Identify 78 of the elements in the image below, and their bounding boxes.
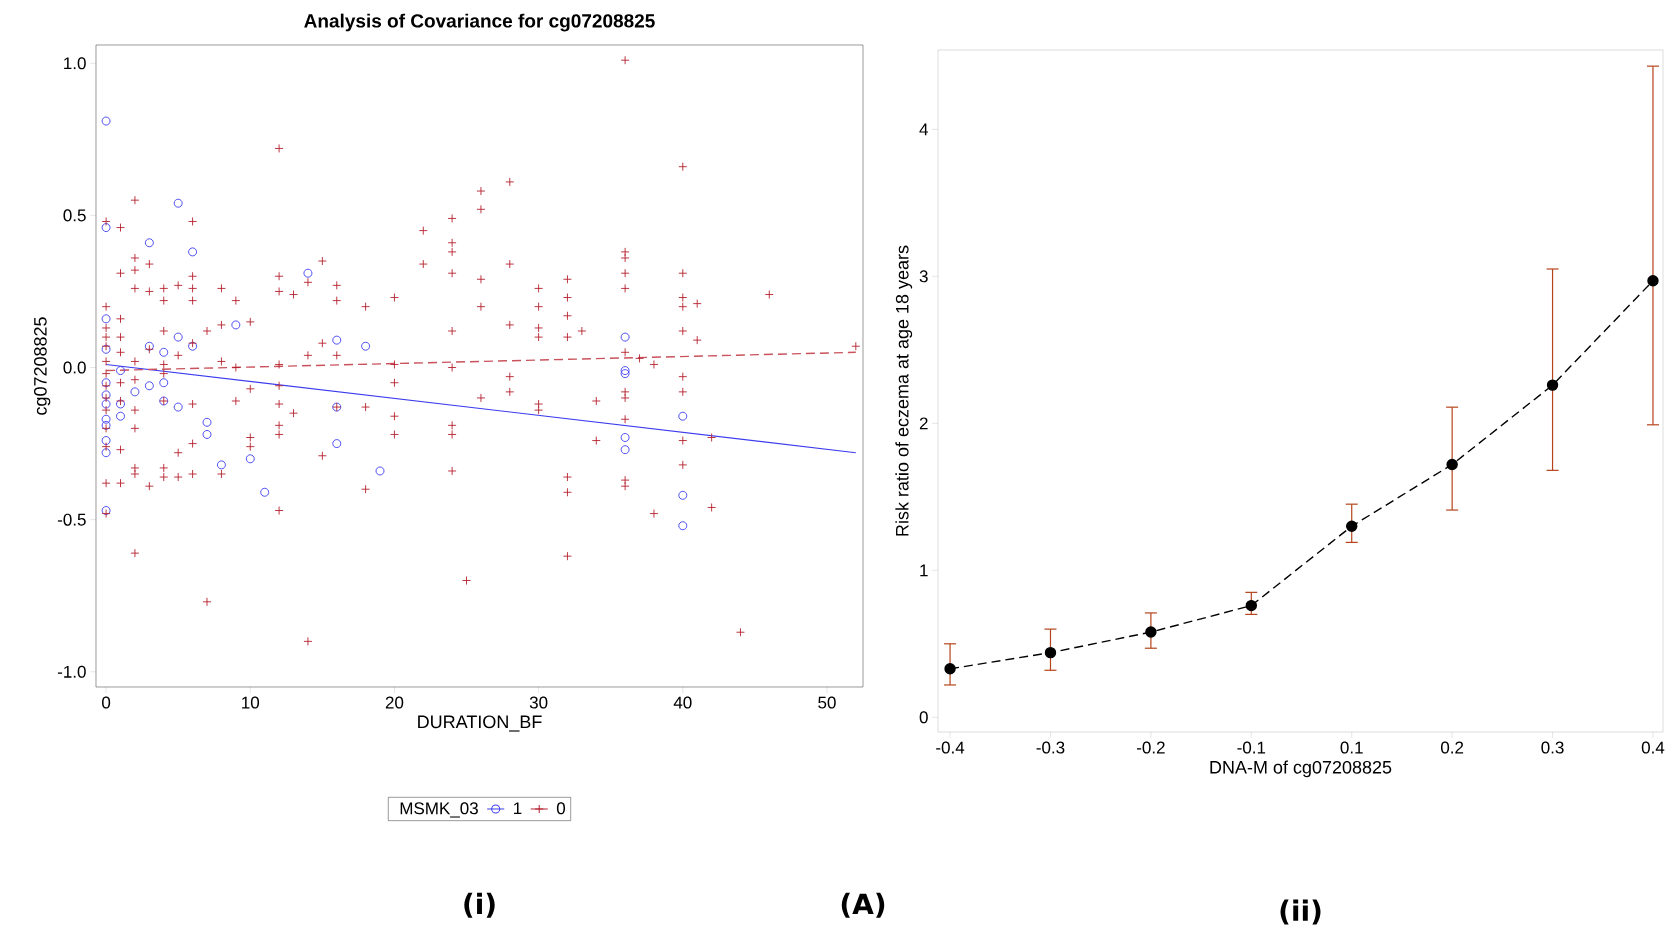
point (231, 320, 241, 330)
point (1044, 646, 1057, 659)
point (375, 466, 385, 476)
point (101, 399, 111, 409)
point (116, 411, 125, 421)
point (101, 116, 111, 126)
point (202, 430, 212, 439)
x-tick-label: 30 (529, 696, 548, 709)
y-axis-title: Risk ratio of eczema at age 18 years (895, 245, 913, 536)
x-tick-label: 0 (102, 696, 111, 709)
x-tick-label: 50 (818, 696, 836, 709)
y-tick-label: 0 (919, 711, 928, 724)
legend-title: MSMK_03 (400, 802, 478, 818)
point (1145, 626, 1157, 638)
x-axis-title: DNA-M of cg07208825 (1210, 760, 1392, 778)
x-tick-label: 0.3 (1541, 741, 1564, 754)
point (173, 332, 183, 342)
point (944, 663, 956, 675)
point (1546, 379, 1559, 391)
y-tick-label: -1.0 (57, 665, 86, 678)
x-tick-label: 0.4 (1641, 741, 1665, 754)
text: (A) (841, 892, 885, 918)
point (101, 506, 111, 515)
point (101, 448, 111, 458)
x-tick-label: 0.1 (1340, 741, 1363, 754)
point (1346, 520, 1358, 532)
legend-label: 0 (556, 802, 566, 815)
point (245, 454, 255, 464)
point (332, 439, 342, 449)
x-tick-label: 40 (673, 696, 692, 709)
point (101, 314, 111, 324)
x-tick-label: -0.1 (1237, 741, 1266, 754)
point (678, 521, 688, 531)
point (116, 366, 125, 376)
y-tick-label: 1 (920, 564, 928, 577)
point (678, 490, 688, 500)
point (101, 414, 111, 424)
point (216, 460, 226, 470)
point (101, 436, 111, 445)
legend-label: 1 (514, 802, 522, 815)
point (303, 268, 313, 278)
y-tick-label: 0.5 (63, 209, 86, 222)
y-tick-label: -0.5 (57, 513, 86, 526)
text: (i) (464, 892, 495, 918)
point (361, 341, 371, 351)
x-tick-label: -0.2 (1137, 741, 1165, 754)
point (332, 335, 342, 345)
x-tick-label: 10 (242, 696, 260, 709)
y-tick-label: 0.0 (63, 361, 86, 374)
y-axis-title: cg07208825 (33, 317, 51, 415)
x-axis-title: DURATION_BF (418, 715, 542, 732)
point (620, 433, 630, 442)
point (1446, 458, 1458, 471)
point (159, 378, 169, 388)
point (144, 381, 154, 391)
text: (ii) (1280, 899, 1321, 925)
x-tick-label: 20 (385, 696, 404, 709)
point (202, 417, 212, 427)
x-tick-label: -0.4 (936, 741, 965, 754)
point (1647, 275, 1659, 287)
point (101, 223, 111, 233)
y-tick-label: 2 (919, 417, 928, 430)
point (678, 411, 688, 421)
point (173, 198, 183, 208)
point (188, 247, 198, 257)
chart-title: Analysis of Covariance for cg07208825 (304, 13, 655, 32)
y-tick-label: 4 (919, 123, 928, 136)
y-tick-label: 3 (919, 270, 928, 283)
point (159, 347, 169, 357)
point (130, 387, 140, 397)
point (144, 238, 154, 248)
x-tick-label: 0.2 (1440, 741, 1464, 754)
point (260, 487, 270, 497)
x-tick-label: -0.3 (1036, 741, 1065, 754)
point (173, 402, 183, 412)
point (620, 445, 630, 455)
point (620, 332, 630, 342)
y-tick-label: 1.0 (64, 57, 86, 70)
